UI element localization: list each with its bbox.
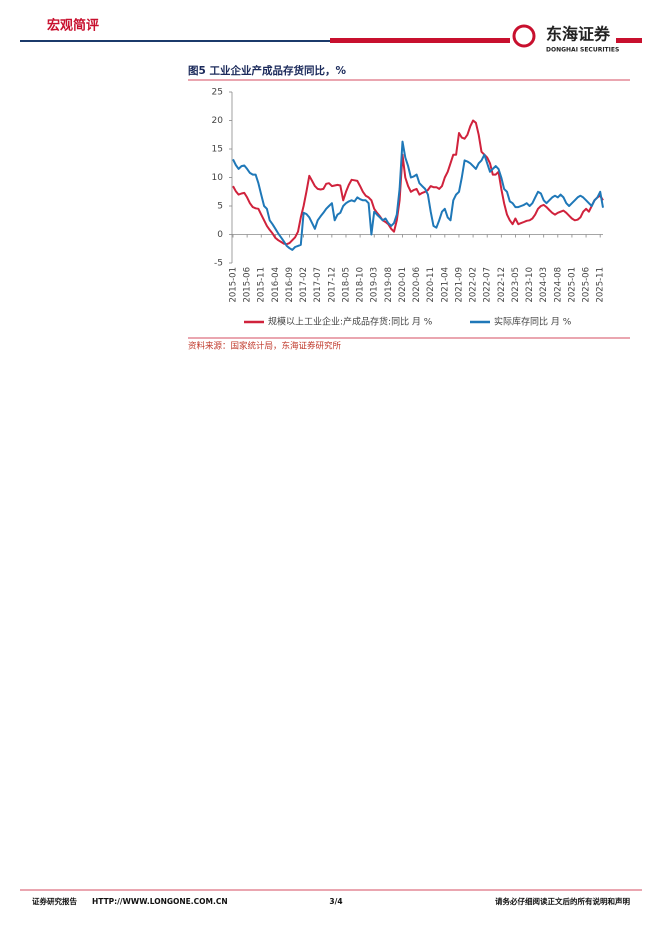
x-tick-label: 2025-06 — [582, 267, 592, 303]
page-number: 3/4 — [329, 897, 342, 906]
footer-label: 证券研究报告 — [32, 896, 77, 906]
figure-source: 资料来源：国家统计局，东海证券研究所 — [188, 341, 342, 352]
x-tick-label: 2025-01 — [567, 267, 577, 303]
x-tick-label: 2020-06 — [412, 267, 422, 303]
y-tick-label: 5 — [217, 202, 223, 212]
x-tick-label: 2016-04 — [271, 267, 281, 303]
header-bar — [616, 38, 642, 43]
x-tick-label: 2017-07 — [313, 267, 323, 303]
logo-subtext: DONGHAI SECURITIES — [546, 47, 619, 54]
x-tick-label: 2022-02 — [469, 267, 479, 303]
y-tick-label: 25 — [212, 88, 223, 98]
legend-label: 实际库存同比 月 % — [494, 316, 572, 328]
x-tick-label: 2015-06 — [243, 267, 253, 303]
header-bar — [330, 38, 510, 43]
x-tick-label: 2017-12 — [327, 267, 337, 303]
x-tick-label: 2022-07 — [483, 267, 493, 303]
x-tick-label: 2016-09 — [285, 267, 295, 303]
line — [232, 140, 604, 251]
x-tick-label: 2024-03 — [539, 267, 549, 303]
legend-label: 规模以上工业企业:产成品存货:同比 月 % — [268, 316, 433, 328]
x-tick-label: 2022-12 — [497, 267, 507, 303]
y-tick-label: 20 — [212, 116, 224, 126]
x-tick-label: 2020-01 — [398, 267, 408, 303]
x-tick-label: 2019-08 — [384, 267, 394, 303]
x-tick-label: 2021-09 — [454, 267, 464, 303]
x-tick-label: 2015-01 — [229, 267, 239, 303]
line — [232, 119, 604, 246]
y-tick-label: 0 — [217, 230, 223, 240]
figure-caption: 图5 工业企业产成品存货同比，% — [188, 64, 346, 77]
y-tick-label: 15 — [212, 145, 223, 155]
x-tick-label: 2018-05 — [341, 267, 351, 303]
x-tick-label: 2023-05 — [511, 267, 521, 303]
x-tick-label: 2024-08 — [553, 267, 563, 303]
x-tick-label: 2018-10 — [356, 267, 366, 303]
x-tick-label: 2017-02 — [299, 267, 309, 303]
y-tick-label: 10 — [212, 173, 224, 183]
x-tick-label: 2020-11 — [426, 267, 436, 303]
x-tick-label: 2023-10 — [525, 267, 535, 303]
x-tick-label: 2015-11 — [257, 267, 267, 303]
footer-disclaimer: 请务必仔细阅读正文后的所有说明和声明 — [495, 896, 630, 906]
x-tick-label: 2025-11 — [596, 267, 606, 303]
logo-text: 东海证券 — [546, 25, 611, 44]
x-tick-label: 2021-04 — [440, 267, 450, 303]
chart: 25 20 15 10 5 0 -5 2015-01 2015-06 2015-11 2016-04… — [212, 88, 606, 328]
section-title: 宏观简评 — [47, 18, 99, 34]
logo-icon — [512, 24, 536, 48]
x-tick-label: 2019-03 — [370, 267, 380, 303]
footer-url: HTTP://WWW.LONGONE.COM.CN — [92, 897, 228, 906]
y-tick-label: -5 — [214, 259, 223, 269]
